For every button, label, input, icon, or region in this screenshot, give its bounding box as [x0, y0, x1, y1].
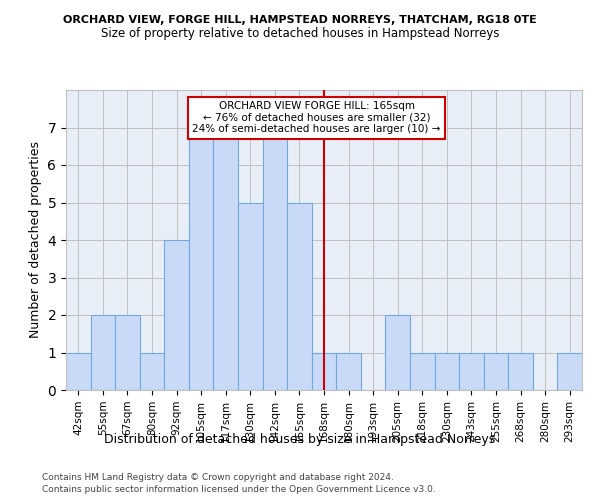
Bar	[115, 315, 140, 390]
Bar	[434, 352, 459, 390]
Bar	[189, 128, 214, 390]
Bar	[484, 352, 508, 390]
Bar	[508, 352, 533, 390]
Bar	[385, 315, 410, 390]
Y-axis label: Number of detached properties: Number of detached properties	[29, 142, 42, 338]
Bar	[164, 240, 189, 390]
Text: Contains public sector information licensed under the Open Government Licence v3: Contains public sector information licen…	[42, 485, 436, 494]
Text: Distribution of detached houses by size in Hampstead Norreys: Distribution of detached houses by size …	[104, 432, 496, 446]
Text: ORCHARD VIEW, FORGE HILL, HAMPSTEAD NORREYS, THATCHAM, RG18 0TE: ORCHARD VIEW, FORGE HILL, HAMPSTEAD NORR…	[63, 15, 537, 25]
Bar	[66, 352, 91, 390]
Bar	[91, 315, 115, 390]
Bar	[140, 352, 164, 390]
Text: Size of property relative to detached houses in Hampstead Norreys: Size of property relative to detached ho…	[101, 28, 499, 40]
Text: Contains HM Land Registry data © Crown copyright and database right 2024.: Contains HM Land Registry data © Crown c…	[42, 472, 394, 482]
Bar	[312, 352, 336, 390]
Bar	[410, 352, 434, 390]
Bar	[287, 202, 312, 390]
Bar	[214, 128, 238, 390]
Bar	[459, 352, 484, 390]
Bar	[238, 202, 263, 390]
Bar	[336, 352, 361, 390]
Text: ORCHARD VIEW FORGE HILL: 165sqm
← 76% of detached houses are smaller (32)
24% of: ORCHARD VIEW FORGE HILL: 165sqm ← 76% of…	[193, 101, 441, 134]
Bar	[263, 128, 287, 390]
Bar	[557, 352, 582, 390]
